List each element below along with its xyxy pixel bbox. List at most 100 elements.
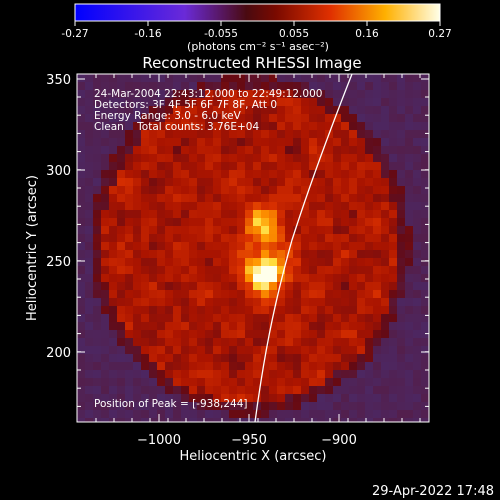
image-pixel xyxy=(205,330,214,339)
image-pixel xyxy=(269,370,278,379)
image-pixel xyxy=(77,298,86,307)
image-pixel xyxy=(237,370,246,379)
image-pixel xyxy=(149,410,158,419)
image-pixel xyxy=(421,314,429,323)
image-pixel xyxy=(317,386,326,395)
image-pixel xyxy=(349,378,358,387)
image-pixel xyxy=(389,74,398,83)
image-pixel xyxy=(117,194,126,203)
image-pixel xyxy=(77,146,86,155)
image-pixel xyxy=(277,82,286,91)
image-pixel xyxy=(325,178,334,187)
image-pixel xyxy=(117,306,126,315)
image-pixel xyxy=(85,146,94,155)
image-pixel xyxy=(101,90,110,99)
image-pixel xyxy=(109,394,118,403)
image-pixel xyxy=(261,146,270,155)
image-pixel xyxy=(325,186,334,195)
image-pixel xyxy=(365,370,374,379)
image-pixel xyxy=(181,282,190,291)
image-pixel xyxy=(269,402,278,411)
image-pixel xyxy=(157,394,166,403)
image-pixel xyxy=(157,378,166,387)
image-pixel xyxy=(205,242,214,251)
image-pixel xyxy=(397,394,406,403)
image-pixel xyxy=(173,362,182,371)
image-pixel xyxy=(189,314,198,323)
image-pixel xyxy=(133,218,142,227)
image-pixel xyxy=(229,402,238,411)
image-pixel xyxy=(181,162,190,171)
image-pixel xyxy=(189,322,198,331)
image-pixel xyxy=(85,322,94,331)
image-pixel xyxy=(189,130,198,139)
image-pixel xyxy=(325,114,334,123)
image-pixel xyxy=(149,130,158,139)
image-pixel xyxy=(133,226,142,235)
image-pixel xyxy=(205,274,214,283)
image-pixel xyxy=(125,226,134,235)
image-pixel xyxy=(309,394,318,403)
image-pixel xyxy=(301,362,310,371)
x-tick-label: −1000 xyxy=(137,433,181,448)
image-pixel xyxy=(165,210,174,219)
image-pixel xyxy=(373,362,382,371)
footer-timestamp: 29-Apr-2022 17:48 xyxy=(372,484,494,499)
image-pixel xyxy=(157,210,166,219)
image-pixel xyxy=(237,314,246,323)
image-pixel xyxy=(269,186,278,195)
image-pixel xyxy=(117,338,126,347)
image-pixel xyxy=(197,170,206,179)
image-pixel xyxy=(397,194,406,203)
image-pixel xyxy=(229,274,238,283)
image-pixel xyxy=(365,138,374,147)
image-pixel xyxy=(285,378,294,387)
image-pixel xyxy=(301,298,310,307)
image-pixel xyxy=(293,162,302,171)
image-pixel xyxy=(157,106,166,115)
image-pixel xyxy=(421,234,429,243)
image-pixel xyxy=(389,346,398,355)
image-pixel xyxy=(237,402,246,411)
image-pixel xyxy=(85,282,94,291)
image-pixel xyxy=(221,226,230,235)
image-pixel xyxy=(141,202,150,211)
image-pixel xyxy=(389,82,398,91)
image-pixel xyxy=(405,82,414,91)
image-pixel xyxy=(389,282,398,291)
info-time-range: 24-Mar-2004 22:43:12.000 to 22:49:12.000 xyxy=(94,88,322,100)
image-pixel xyxy=(405,146,414,155)
image-pixel xyxy=(189,306,198,315)
image-pixel xyxy=(85,290,94,299)
image-pixel xyxy=(165,90,174,99)
image-pixel xyxy=(317,210,326,219)
image-pixel xyxy=(181,138,190,147)
image-pixel xyxy=(173,394,182,403)
image-pixel xyxy=(93,90,102,99)
image-pixel xyxy=(221,98,230,107)
image-pixel xyxy=(229,210,238,219)
image-pixel xyxy=(141,138,150,147)
image-pixel xyxy=(269,146,278,155)
image-pixel xyxy=(93,146,102,155)
image-pixel xyxy=(77,314,86,323)
image-pixel xyxy=(317,370,326,379)
image-pixel xyxy=(325,170,334,179)
image-pixel xyxy=(213,74,222,83)
image-pixel xyxy=(197,162,206,171)
image-pixel xyxy=(341,82,350,91)
image-pixel xyxy=(157,218,166,227)
image-pixel xyxy=(205,226,214,235)
image-pixel xyxy=(93,338,102,347)
image-pixel xyxy=(221,314,230,323)
image-pixel xyxy=(173,418,182,422)
image-pixel xyxy=(173,82,182,91)
image-pixel xyxy=(221,146,230,155)
image-pixel xyxy=(349,74,358,83)
image-pixel xyxy=(253,234,262,243)
image-pixel xyxy=(109,282,118,291)
image-pixel xyxy=(181,74,190,83)
image-pixel xyxy=(405,306,414,315)
image-pixel xyxy=(133,162,142,171)
